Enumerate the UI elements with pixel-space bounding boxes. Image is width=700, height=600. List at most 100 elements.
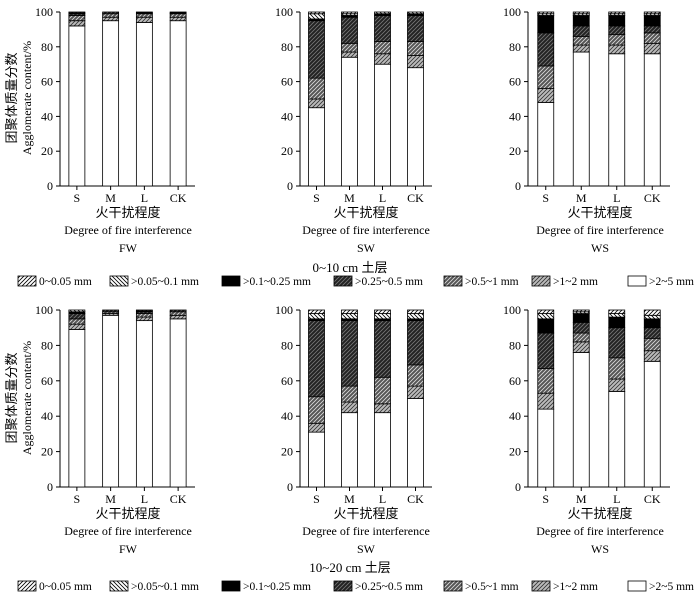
x-tick-label: M [344,191,355,205]
bar-segment [169,11,187,14]
x-tick-label: M [576,492,587,506]
y-tick-label: 100 [35,303,53,317]
x-label-cn: 火干扰程度 [95,506,160,521]
bar-segment [643,327,661,339]
x-tick-label: S [542,492,549,506]
bar-segment [643,15,661,27]
y-tick-label: 0 [47,480,53,494]
legend-swatch [17,275,37,287]
bar-segment [169,20,187,187]
x-tick-label: L [613,191,620,205]
y-tick-label: 60 [509,75,521,89]
bar-segment [102,314,120,488]
y-tick-label: 0 [287,480,293,494]
row-titles: 0~10 cm 土层 10~20 cm 土层 [309,260,390,575]
bar-segment [169,16,187,22]
bar-segment [68,318,86,325]
legend-swatch [17,580,37,592]
y-tick-label: 80 [281,338,293,352]
bar-segment [308,13,325,20]
bar-s [68,11,86,187]
bar-segment [572,352,590,488]
x-label-cn: 火干扰程度 [567,506,632,521]
y-tick-label: 60 [281,75,293,89]
y-tick-label: 0 [515,179,521,193]
y-tick-label: 60 [41,75,53,89]
x-label-cn: 火干扰程度 [333,205,398,220]
bar-segment [135,22,153,187]
bar-segment [608,357,626,380]
bar-segment [68,313,86,320]
bar-segment [135,309,153,312]
bar-segment [374,412,391,488]
x-tick-label: S [74,492,81,506]
bar-segment [537,313,555,320]
y-tick-label: 20 [509,144,521,158]
bar-segment [308,313,325,320]
bar-segment [608,313,626,318]
x-tick-label: CK [407,492,424,506]
bar-s [68,309,86,488]
legend-label: >2~5 mm [649,581,694,593]
x-tick-label: CK [644,191,661,205]
y-tick-label: 20 [41,144,53,158]
chart-panels: 0 20 40 60 80 100 S M L CK 火干扰程度 Degree of fire int… [4,5,670,556]
bar-segment [572,313,590,323]
y-tick-label: 80 [41,338,53,352]
y-tick-label: 100 [35,5,53,19]
x-tick-label: M [576,191,587,205]
bar-m [341,309,358,488]
bar-segment [537,102,555,187]
bar-s [537,11,555,187]
bar-l [374,11,391,187]
y-axis-title-row-1: 团聚体质量分数 Agglomerate content/% [4,41,34,155]
bar-segment [135,313,153,318]
legend-item: >2~5 mm [627,275,694,288]
panel-fw-2: 0 20 40 60 80 100 S M L CK 火干扰程度 Degree of fire int… [35,303,195,556]
bar-segment [135,13,153,18]
y-tick-label: 40 [41,409,53,423]
x-tick-label: CK [644,492,661,506]
bar-segment [308,20,325,79]
x-tick-label: M [344,492,355,506]
legends: 0~0.05 mm >0.05~0.1 mm >0.1~0.25 mm >0.25~0… [17,275,694,593]
legend-item: >1~2 mm [531,275,598,288]
legend-swatch [443,275,463,287]
bar-segment [308,396,325,424]
bar-segment [643,32,661,44]
panel-sw-2: 0 20 40 60 80 100 S M L CK 火干扰程度 Degree of fire int… [275,303,432,556]
x-tick-label: S [313,191,320,205]
bar-l [608,309,626,488]
bar-segment [608,316,626,329]
y-tick-label: 20 [281,445,293,459]
panel-label: FW [119,542,138,556]
legend-item: >0.05~0.1 mm [109,580,199,593]
bar-segment [643,318,661,329]
bar-segment [374,313,391,320]
panel-ws-2: 0 20 40 60 80 100 S M L CK 火干扰程度 Degree of fire int… [503,303,670,556]
bar-segment [169,318,187,488]
panel-sw-1: 0 20 40 60 80 100 S M L CK 火干扰程度 Degree of fire int… [275,5,432,255]
bar-segment [608,309,626,314]
bar-segment [374,53,391,65]
bar-segment [169,311,187,316]
bar-segment [643,337,661,352]
bar-segment [102,309,120,313]
y-tick-label: 100 [275,5,293,19]
bar-segment [341,309,358,314]
bar-segment [643,314,661,320]
legend-item: >1~2 mm [531,580,598,593]
bar-segment [572,11,590,15]
x-tick-label: M [105,191,116,205]
x-label-en: Degree of fire interference [536,223,664,237]
bar-segment [407,320,424,366]
bar-segment [608,327,626,359]
y-tick-label: 100 [275,303,293,317]
legend-swatch [627,275,647,287]
legend-label: >1~2 mm [553,581,598,593]
bar-segment [341,51,358,58]
bar-segment [407,11,424,15]
bar-segment [308,422,325,433]
bar-segment [374,15,391,42]
bar-ck [643,309,661,488]
